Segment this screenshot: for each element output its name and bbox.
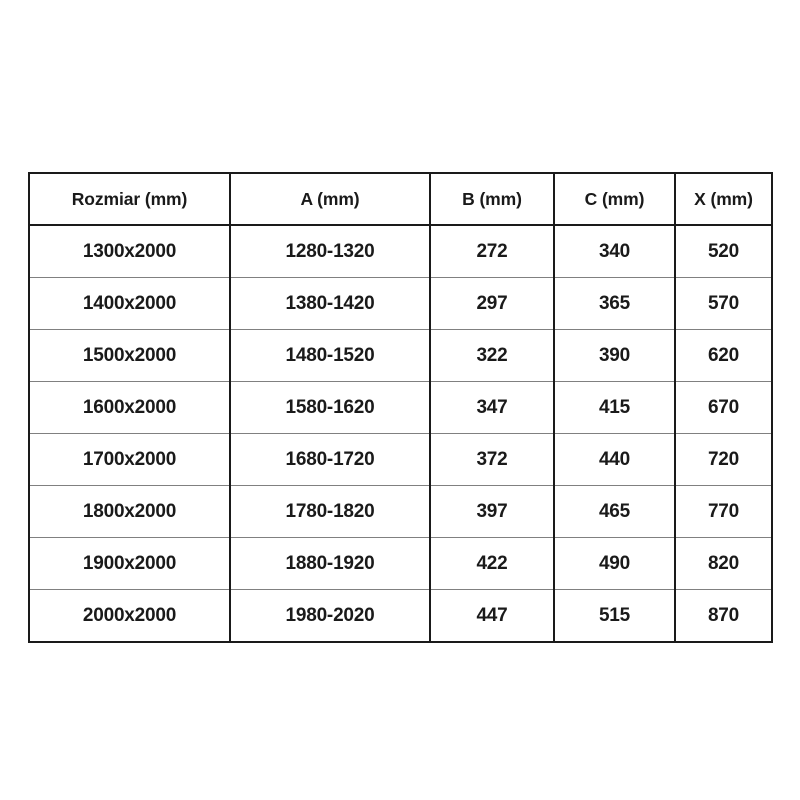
column-header-size: Rozmiar (mm) — [28, 173, 231, 226]
cell-b: 372 — [429, 433, 555, 486]
table-row: 1800x2000 1780-1820 397 465 770 — [28, 485, 773, 538]
cell-size: 1600x2000 — [28, 381, 231, 434]
column-header-a: A (mm) — [229, 173, 431, 226]
cell-c: 415 — [553, 381, 676, 434]
table-row: 1400x2000 1380-1420 297 365 570 — [28, 277, 773, 330]
table-row: 1700x2000 1680-1720 372 440 720 — [28, 433, 773, 486]
cell-size: 1500x2000 — [28, 329, 231, 382]
cell-c: 490 — [553, 537, 676, 590]
cell-x: 670 — [674, 381, 773, 434]
cell-x: 870 — [674, 589, 773, 642]
cell-size: 1900x2000 — [28, 537, 231, 590]
cell-a: 1680-1720 — [229, 433, 431, 486]
column-header-c: C (mm) — [553, 173, 676, 226]
cell-b: 422 — [429, 537, 555, 590]
cell-a: 1780-1820 — [229, 485, 431, 538]
cell-b: 397 — [429, 485, 555, 538]
cell-c: 340 — [553, 225, 676, 278]
cell-c: 515 — [553, 589, 676, 642]
cell-size: 1700x2000 — [28, 433, 231, 486]
column-header-x: X (mm) — [674, 173, 773, 226]
cell-a: 1880-1920 — [229, 537, 431, 590]
table-body: 1300x2000 1280-1320 272 340 520 1400x200… — [28, 225, 773, 642]
cell-b: 447 — [429, 589, 555, 642]
size-specification-table: Rozmiar (mm) A (mm) B (mm) C (mm) X (mm)… — [28, 172, 773, 643]
cell-size: 1400x2000 — [28, 277, 231, 330]
cell-x: 720 — [674, 433, 773, 486]
cell-x: 620 — [674, 329, 773, 382]
cell-a: 1280-1320 — [229, 225, 431, 278]
cell-b: 322 — [429, 329, 555, 382]
cell-a: 1980-2020 — [229, 589, 431, 642]
cell-b: 272 — [429, 225, 555, 278]
table-row: 1900x2000 1880-1920 422 490 820 — [28, 537, 773, 590]
cell-size: 1800x2000 — [28, 485, 231, 538]
cell-size: 1300x2000 — [28, 225, 231, 278]
cell-x: 770 — [674, 485, 773, 538]
cell-x: 570 — [674, 277, 773, 330]
cell-a: 1580-1620 — [229, 381, 431, 434]
table-row: 2000x2000 1980-2020 447 515 870 — [28, 589, 773, 642]
cell-c: 365 — [553, 277, 676, 330]
table-row: 1500x2000 1480-1520 322 390 620 — [28, 329, 773, 382]
cell-a: 1380-1420 — [229, 277, 431, 330]
column-header-b: B (mm) — [429, 173, 555, 226]
table-row: 1600x2000 1580-1620 347 415 670 — [28, 381, 773, 434]
cell-x: 520 — [674, 225, 773, 278]
table-row: 1300x2000 1280-1320 272 340 520 — [28, 225, 773, 278]
cell-b: 347 — [429, 381, 555, 434]
header-row: Rozmiar (mm) A (mm) B (mm) C (mm) X (mm) — [28, 173, 773, 226]
cell-c: 440 — [553, 433, 676, 486]
cell-b: 297 — [429, 277, 555, 330]
cell-size: 2000x2000 — [28, 589, 231, 642]
cell-c: 465 — [553, 485, 676, 538]
cell-c: 390 — [553, 329, 676, 382]
table-header: Rozmiar (mm) A (mm) B (mm) C (mm) X (mm) — [28, 173, 773, 226]
cell-x: 820 — [674, 537, 773, 590]
cell-a: 1480-1520 — [229, 329, 431, 382]
